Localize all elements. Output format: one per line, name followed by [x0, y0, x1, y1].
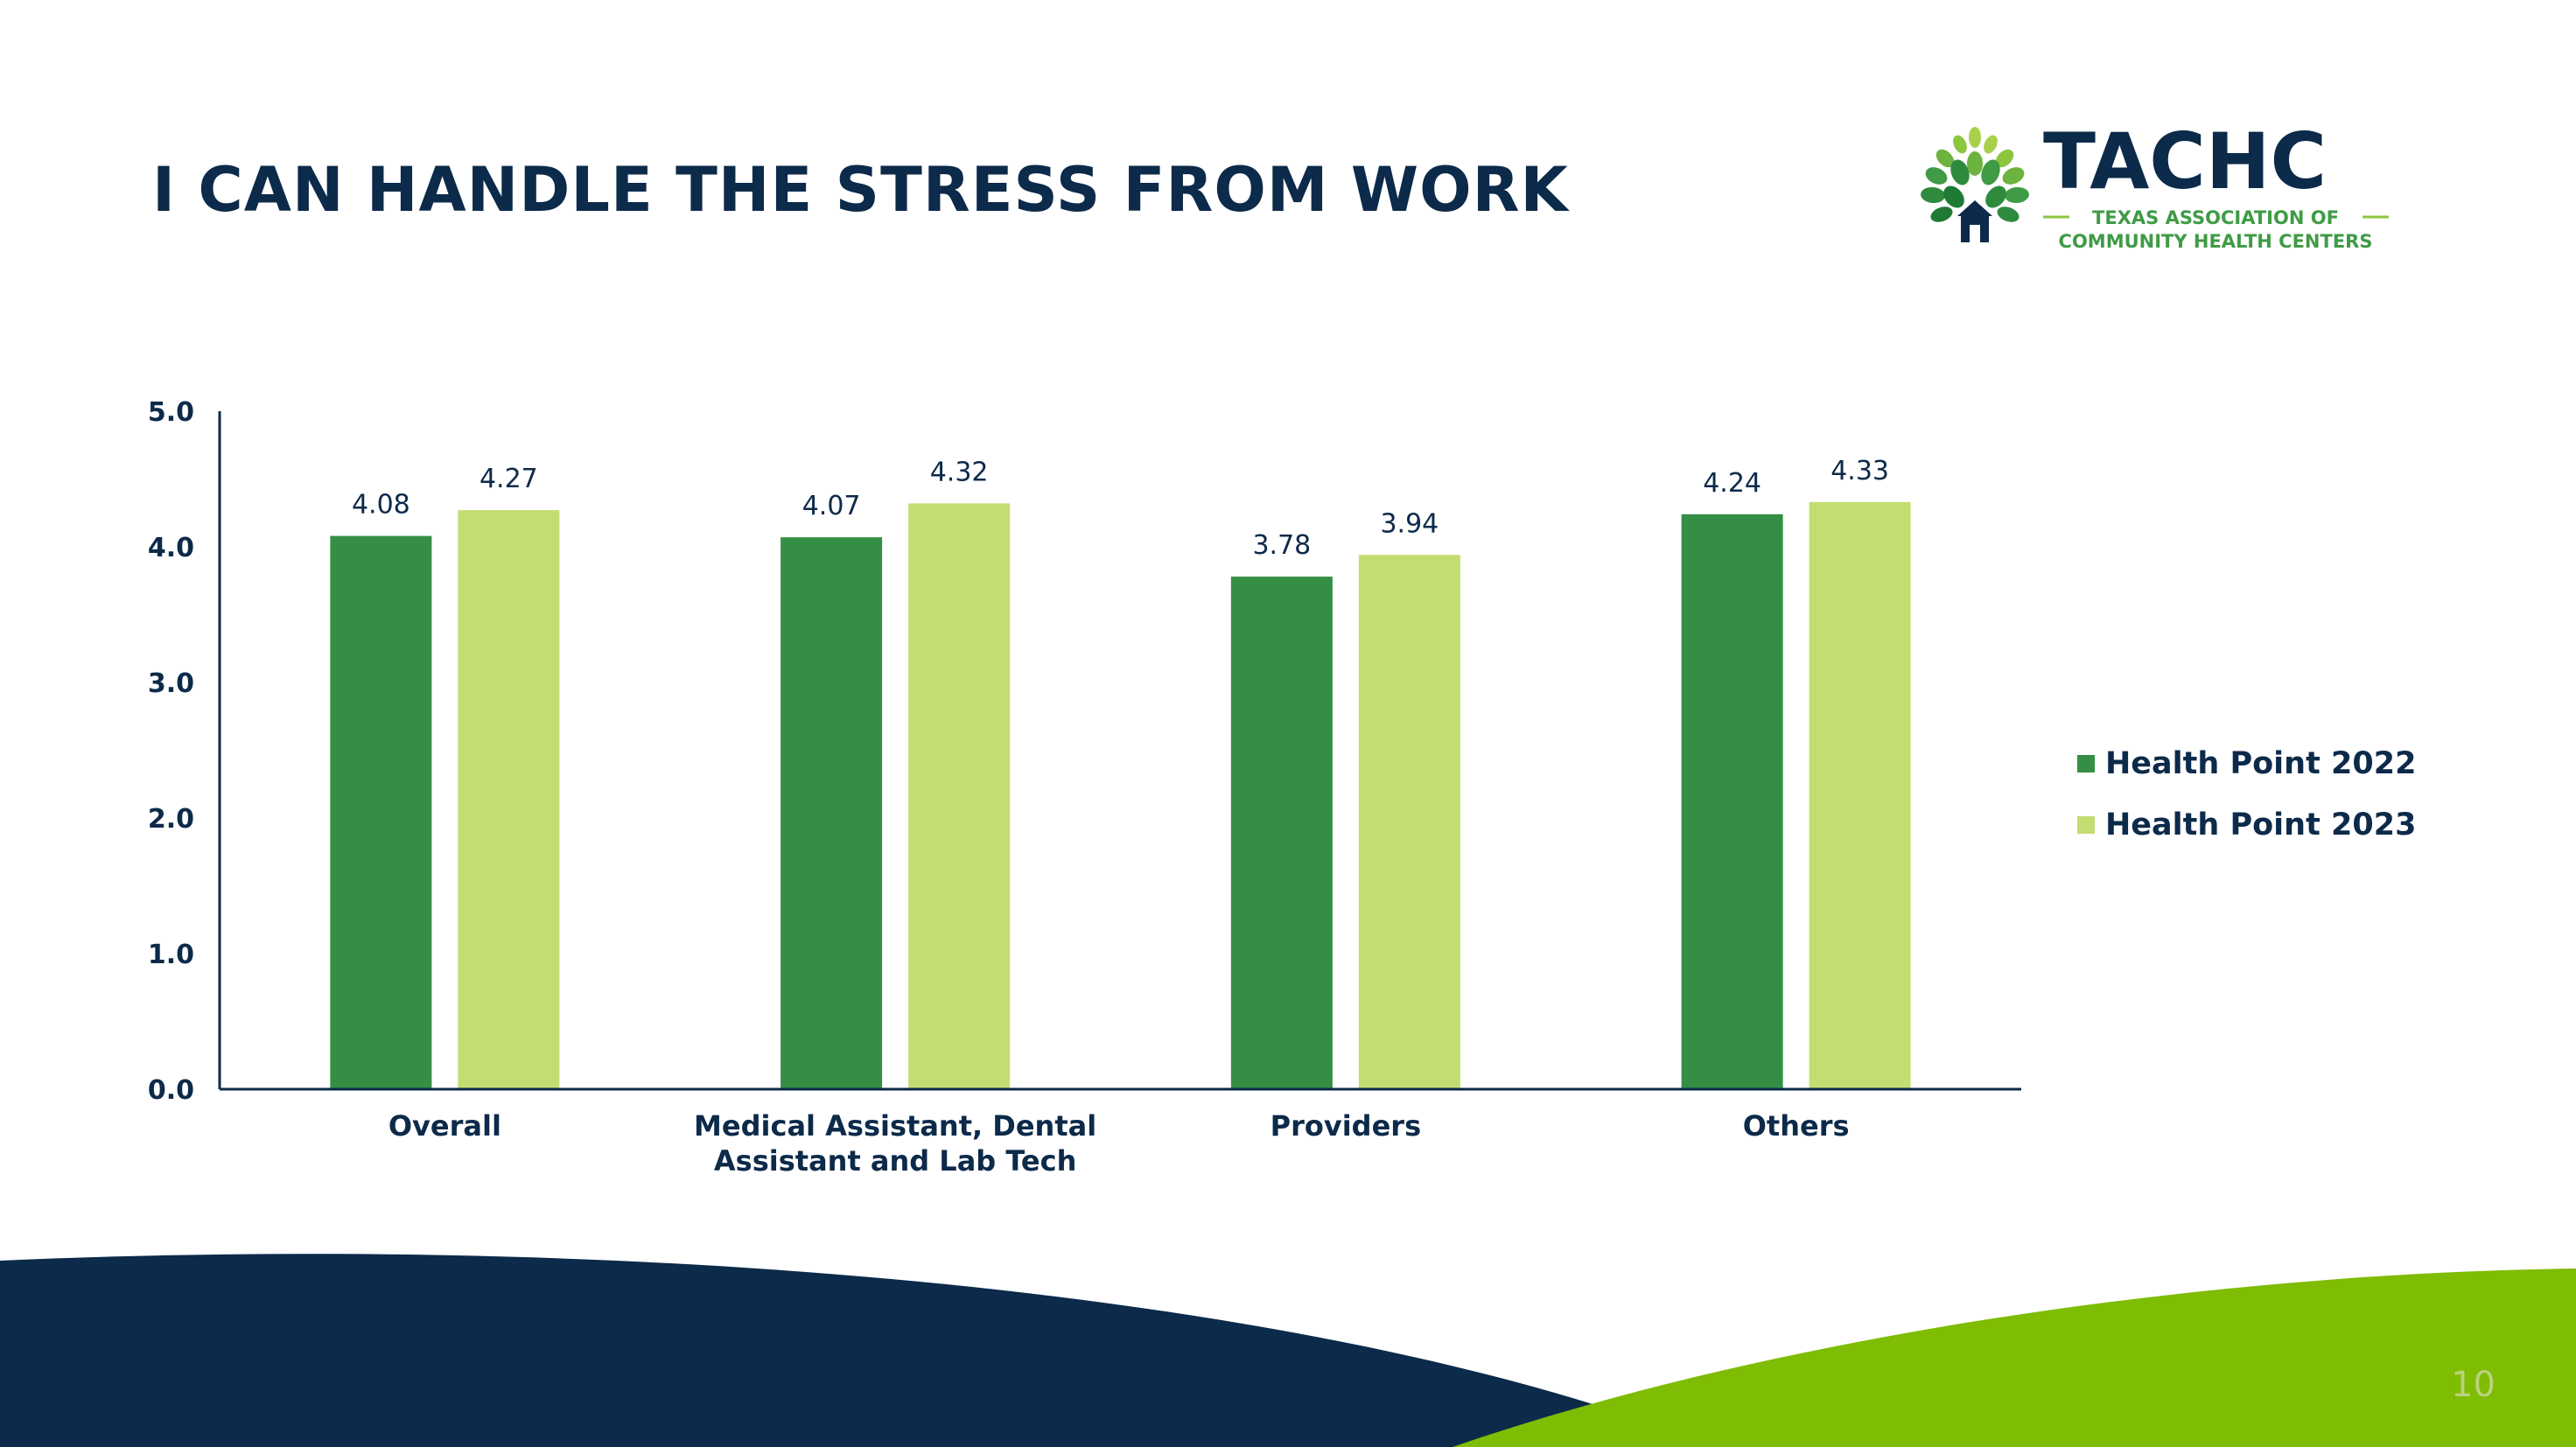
bar-s1-c1 [908, 503, 1011, 1089]
bar-s1-c2 [1358, 555, 1460, 1089]
y-tick-label-0: 0.0 [148, 1075, 194, 1106]
y-tick-label-1: 1.0 [148, 940, 194, 970]
bar-s0-c2 [1230, 577, 1333, 1089]
data-label-s1-c1: 4.32 [930, 457, 989, 487]
bar-s1-c3 [1809, 501, 1911, 1089]
chart-legend: Health Point 2022 Health Point 2023 [2077, 733, 2416, 856]
green-wave [1452, 1269, 2576, 1447]
data-label-s1-c2: 3.94 [1380, 508, 1438, 539]
legend-swatch-2023 [2077, 816, 2095, 834]
x-category-label-3: Others [1743, 1109, 1850, 1143]
bar-s1-c0 [458, 510, 560, 1089]
logo-tagline-line1: TEXAS ASSOCIATION OF [2092, 207, 2339, 228]
data-label-s0-c0: 4.08 [352, 490, 410, 521]
y-axis-tick-labels: 0.0 1.0 2.0 3.0 4.0 5.0 [148, 397, 194, 1106]
legend-swatch-2022 [2077, 755, 2095, 772]
data-label-s0-c3: 4.24 [1703, 468, 1761, 499]
logo-tagline-line2: COMMUNITY HEALTH CENTERS [2059, 231, 2373, 252]
y-tick-label-3: 3.0 [148, 668, 194, 699]
bar-s0-c0 [330, 535, 432, 1089]
y-tick-label-2: 2.0 [148, 804, 194, 835]
y-tick-label-4: 4.0 [148, 533, 194, 563]
legend-label-2023: Health Point 2023 [2105, 807, 2417, 842]
logo-name: TACHC [2043, 118, 2327, 206]
bars [330, 501, 1911, 1089]
data-labels: 4.08 4.27 4.07 4.32 3.78 3.94 4.24 4.33 [352, 456, 1889, 561]
navy-wave [0, 1254, 1715, 1447]
x-category-label-1-line0: Medical Assistant, Dental [694, 1109, 1096, 1143]
legend-label-2022: Health Point 2022 [2105, 746, 2417, 781]
tachc-logo: TACHC TEXAS ASSOCIATION OF COMMUNITY HEA… [1921, 118, 2389, 252]
x-category-label-1-line1: Assistant and Lab Tech [714, 1144, 1076, 1178]
page-number: 10 [2451, 1365, 2496, 1405]
bar-s0-c1 [780, 537, 883, 1089]
legend-item-2022: Health Point 2022 [2077, 733, 2416, 794]
data-label-s1-c3: 4.33 [1830, 456, 1889, 486]
data-label-s1-c0: 4.27 [480, 464, 538, 494]
x-category-label-0: Overall [388, 1109, 501, 1143]
data-label-s0-c1: 4.07 [802, 491, 861, 521]
x-category-label-2: Providers [1270, 1109, 1421, 1143]
tree-house-icon [1921, 127, 2029, 242]
data-label-s0-c2: 3.78 [1252, 530, 1311, 561]
legend-item-2023: Health Point 2023 [2077, 794, 2416, 856]
y-tick-label-5: 5.0 [148, 397, 194, 428]
bar-s0-c3 [1681, 514, 1783, 1089]
x-axis-category-labels: Overall Medical Assistant, DentalAssistan… [388, 1109, 1850, 1178]
slide-title: I CAN HANDLE THE STRESS FROM WORK [152, 154, 1569, 226]
